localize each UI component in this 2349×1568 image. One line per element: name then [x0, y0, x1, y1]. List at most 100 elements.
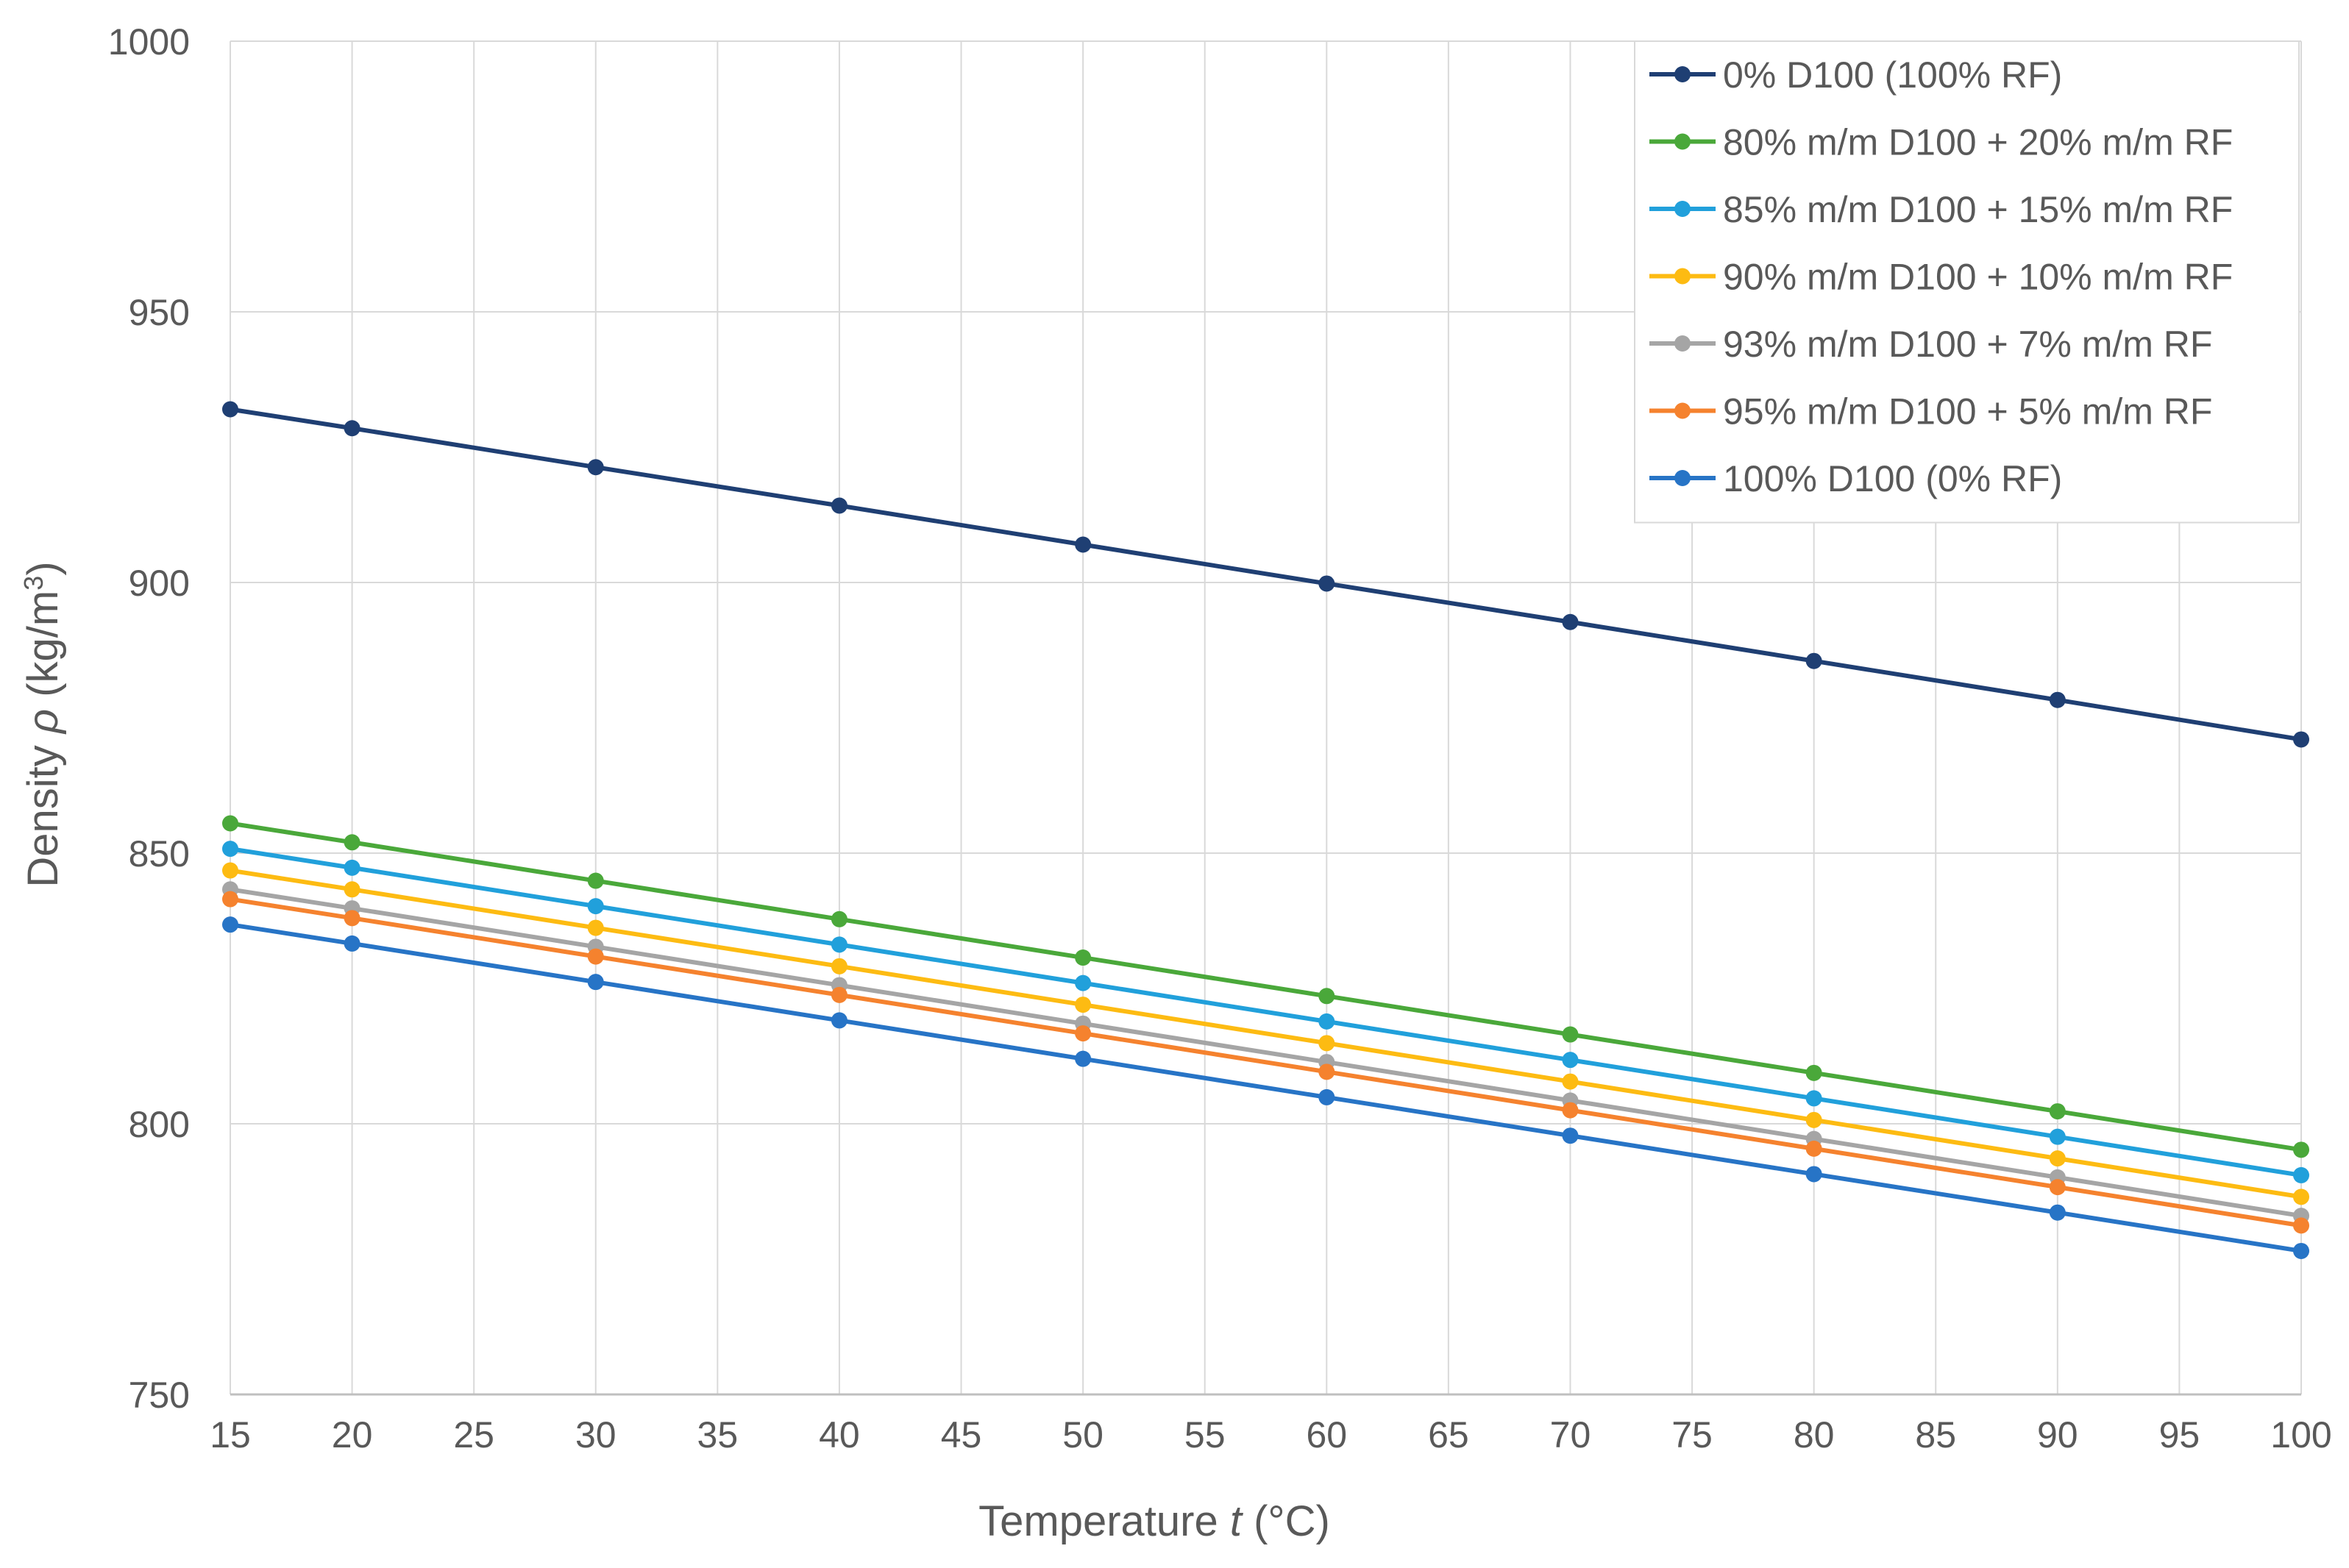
x-tick-label: 95 [2159, 1414, 2200, 1455]
x-tick-label: 20 [332, 1414, 373, 1455]
data-point [344, 935, 360, 952]
series-group [222, 916, 2309, 1259]
data-point [1805, 1140, 1822, 1157]
y-tick-label: 850 [129, 833, 190, 874]
x-tick-label: 85 [1915, 1414, 1956, 1455]
data-point [1318, 1063, 1335, 1080]
y-tick-label: 800 [129, 1104, 190, 1145]
legend-swatch-marker [1674, 133, 1691, 150]
x-tick-label: 15 [210, 1414, 251, 1455]
data-point [831, 910, 847, 927]
series-line [230, 887, 2302, 1219]
legend-label: 100% D100 (0% RF) [1723, 458, 2062, 499]
data-point [1562, 1102, 1579, 1119]
series-line [230, 868, 2302, 1200]
data-point [587, 919, 604, 936]
y-axis-title: Density ρ (kg/m3) [18, 561, 68, 887]
legend-swatch-marker [1674, 335, 1691, 352]
data-point [222, 841, 238, 858]
x-tick-label: 100 [2270, 1414, 2331, 1455]
data-point [587, 948, 604, 965]
data-point [1805, 1064, 1822, 1081]
data-point [1318, 1088, 1335, 1105]
y-tick-label: 1000 [108, 21, 190, 63]
data-point [2293, 1166, 2309, 1183]
y-tick-label: 900 [129, 563, 190, 604]
x-tick-label: 30 [575, 1414, 616, 1455]
legend-item: 85% m/m D100 + 15% m/m RF [1649, 189, 2233, 230]
legend-item: 90% m/m D100 + 10% m/m RF [1649, 257, 2233, 298]
data-point [831, 1012, 847, 1029]
series-group [222, 401, 2309, 748]
data-point [1562, 1052, 1579, 1069]
data-point [1075, 949, 1092, 966]
data-point [2293, 1189, 2309, 1205]
data-point [1075, 1050, 1092, 1067]
legend-item: 100% D100 (0% RF) [1649, 458, 2062, 499]
x-tick-label: 25 [453, 1414, 494, 1455]
y-tick-label: 950 [129, 292, 190, 333]
legend-label: 0% D100 (100% RF) [1723, 54, 2062, 96]
x-tick-label: 70 [1550, 1414, 1591, 1455]
data-point [1562, 613, 1579, 630]
series-line [230, 922, 2302, 1253]
data-point [1318, 988, 1335, 1005]
legend-box [1634, 40, 2300, 524]
series-group [222, 815, 2309, 1158]
series-group [222, 891, 2309, 1234]
legend-item: 95% m/m D100 + 5% m/m RF [1649, 391, 2212, 432]
data-point [222, 815, 238, 832]
x-tick-label: 80 [1794, 1414, 1835, 1455]
x-tick-label: 40 [819, 1414, 860, 1455]
data-point [2293, 731, 2309, 748]
data-point [831, 497, 847, 514]
data-point [587, 872, 604, 889]
data-point [222, 916, 238, 933]
data-point [2049, 691, 2066, 708]
legend-swatch-marker [1674, 66, 1691, 82]
series-line [230, 897, 2302, 1228]
data-point [344, 910, 360, 927]
x-tick-label: 35 [697, 1414, 739, 1455]
data-point [587, 898, 604, 915]
data-point [831, 958, 847, 974]
data-point [2293, 1141, 2309, 1158]
data-point [222, 862, 238, 879]
legend-swatch-marker [1674, 470, 1691, 486]
legend-label: 93% m/m D100 + 7% m/m RF [1723, 324, 2212, 365]
x-tick-label: 75 [1671, 1414, 1713, 1455]
series-lines [222, 401, 2309, 1259]
legend-item: 0% D100 (100% RF) [1649, 54, 2062, 96]
legend-swatch-marker [1674, 268, 1691, 285]
data-point [2049, 1179, 2066, 1196]
data-point [344, 859, 360, 876]
x-tick-label: 65 [1428, 1414, 1469, 1455]
x-tick-label: 90 [2037, 1414, 2078, 1455]
data-point [2293, 1217, 2309, 1234]
series-line [230, 821, 2302, 1152]
legend-label: 95% m/m D100 + 5% m/m RF [1723, 391, 2212, 432]
axes: 15 20 25 30 35 40 45 50 55 60 65 70 75 80 85 90 95 100 750… [108, 21, 2332, 1455]
data-point [1805, 1166, 1822, 1183]
x-tick-label: 45 [941, 1414, 982, 1455]
data-point [344, 881, 360, 898]
data-point [344, 834, 360, 851]
series-line [230, 847, 2302, 1177]
data-point [1805, 1111, 1822, 1128]
legend-label: 90% m/m D100 + 10% m/m RF [1723, 257, 2233, 298]
data-point [1562, 1127, 1579, 1144]
data-point [1318, 575, 1335, 592]
data-point [587, 459, 604, 476]
legend-swatch-marker [1674, 201, 1691, 217]
legend: 0% D100 (100% RF) 80% m/m D100 + 20% m/m … [1634, 40, 2300, 524]
legend-label: 85% m/m D100 + 15% m/m RF [1723, 189, 2233, 230]
y-tick-label: 750 [129, 1375, 190, 1416]
data-point [1075, 997, 1092, 1013]
data-point [2293, 1242, 2309, 1259]
data-point [2049, 1128, 2066, 1145]
x-tick-label: 60 [1306, 1414, 1347, 1455]
data-point [222, 401, 238, 418]
data-point [831, 986, 847, 1003]
series-group [222, 841, 2309, 1183]
data-point [831, 936, 847, 953]
